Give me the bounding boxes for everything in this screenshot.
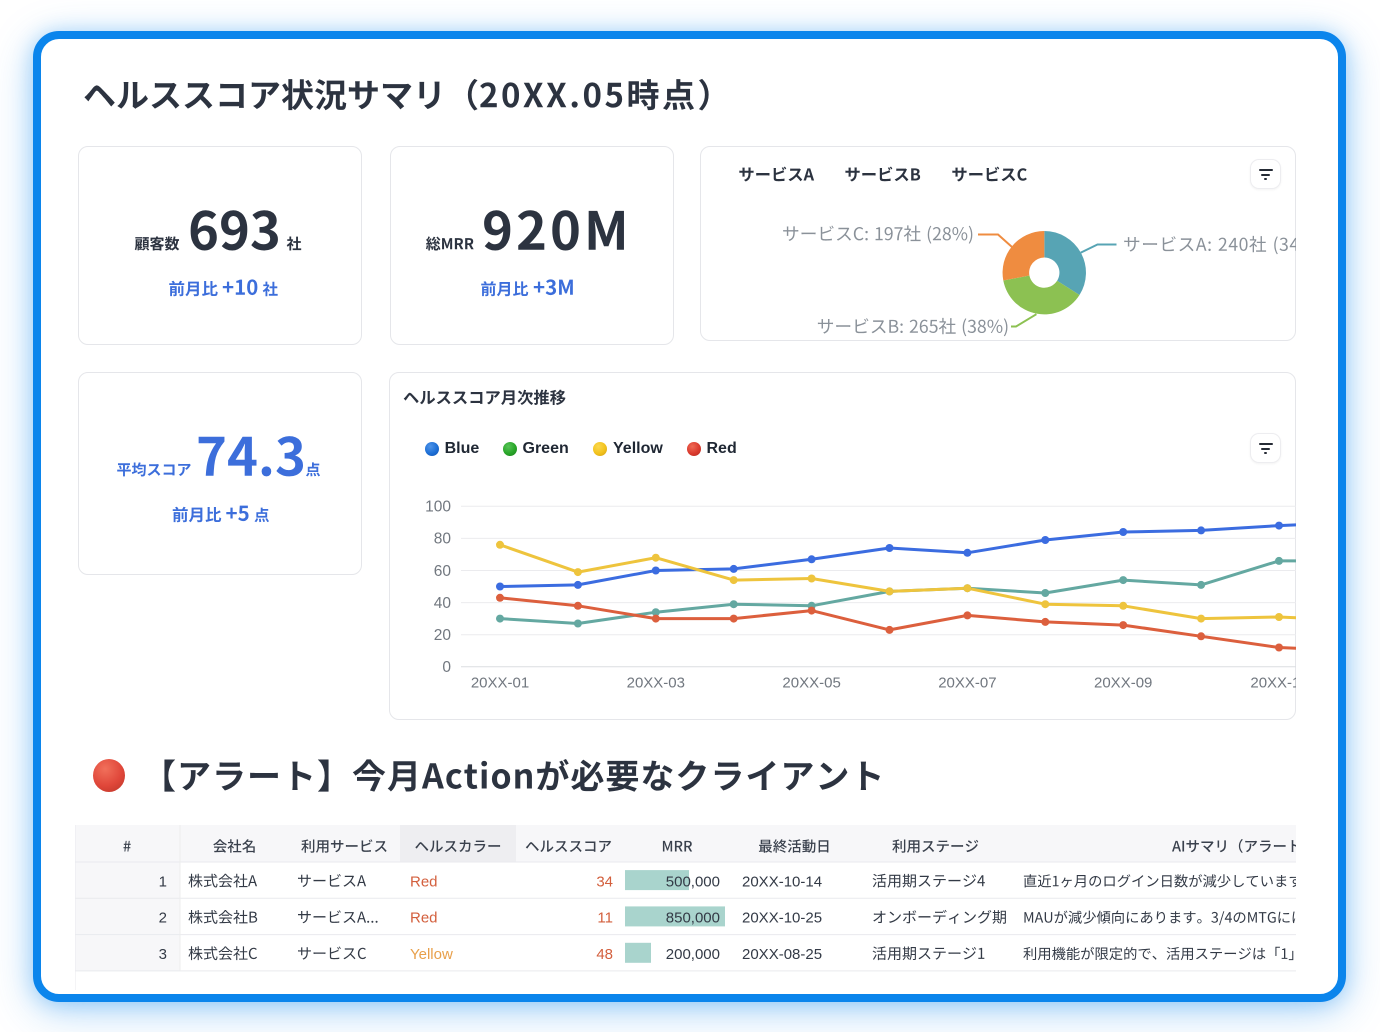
svg-text:200,000: 200,000: [666, 946, 720, 963]
svg-text:0: 0: [442, 659, 451, 676]
svg-text:3: 3: [159, 946, 167, 963]
svg-text:Blue: Blue: [445, 440, 480, 457]
svg-text:20XX-05: 20XX-05: [782, 675, 840, 692]
svg-text:100: 100: [425, 499, 451, 516]
svg-text:Red: Red: [410, 910, 438, 927]
svg-text:Green: Green: [523, 440, 569, 457]
svg-text:60: 60: [434, 563, 452, 580]
svg-text:1: 1: [159, 873, 167, 890]
svg-text:20XX-11: 20XX-11: [1250, 675, 1307, 692]
svg-text:20XX-09: 20XX-09: [1094, 675, 1152, 692]
svg-text:2: 2: [159, 910, 167, 927]
svg-text:850,000: 850,000: [666, 910, 720, 927]
svg-text:500,000: 500,000: [666, 873, 720, 890]
svg-text:34: 34: [596, 873, 613, 890]
svg-text:Yellow: Yellow: [410, 946, 453, 963]
svg-text:20: 20: [434, 627, 452, 644]
svg-text:48: 48: [596, 946, 613, 963]
svg-text:20XX-01: 20XX-01: [471, 675, 529, 692]
svg-text:20XX-08-25: 20XX-08-25: [742, 946, 822, 963]
svg-text:80: 80: [434, 531, 452, 548]
svg-text:Red: Red: [410, 873, 438, 890]
svg-text:20XX-03: 20XX-03: [627, 675, 685, 692]
svg-text:20XX-10-14: 20XX-10-14: [742, 873, 822, 890]
svg-text:Yellow: Yellow: [613, 440, 663, 457]
svg-text:40: 40: [434, 595, 452, 612]
svg-text:20XX-10-25: 20XX-10-25: [742, 910, 822, 927]
svg-text:20XX-07: 20XX-07: [938, 675, 996, 692]
svg-text:Red: Red: [707, 440, 737, 457]
svg-text:11: 11: [597, 910, 613, 927]
